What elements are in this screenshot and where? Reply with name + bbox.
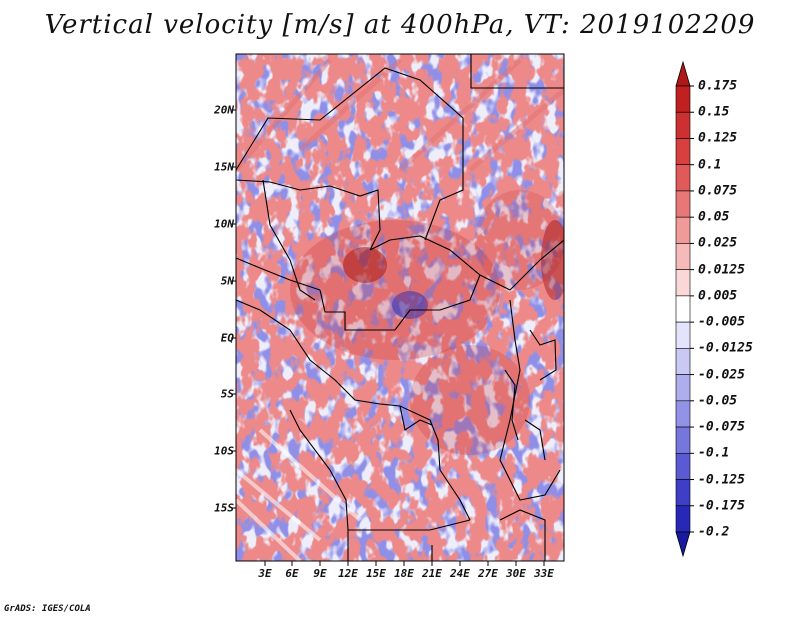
map-frame [235, 53, 565, 562]
map-title: Vertical velocity [m/s] at 400hPa, VT: 2… [44, 10, 756, 40]
colorbar-bin [675, 400, 691, 428]
colorbar-label: 0.025 [698, 235, 738, 251]
colorbar-label: -0.2 [698, 524, 730, 540]
colorbar-bin [675, 452, 691, 480]
lat-label-5n: 5N [220, 274, 234, 288]
lon-label-27e: 27E [478, 567, 498, 580]
velocity-field [236, 54, 564, 561]
colorbar-bin [675, 295, 691, 323]
colorbar-label: 0.15 [698, 104, 730, 120]
colorbar-label: 0.125 [698, 130, 738, 146]
colorbar-label: -0.125 [698, 472, 745, 488]
colorbar-bin [675, 190, 691, 218]
colorbar-label: -0.005 [698, 314, 745, 330]
grads-credit: GrADS: IGES/COLA [4, 604, 91, 614]
lon-label-12e: 12E [338, 567, 358, 580]
colorbar-label: -0.175 [698, 498, 745, 514]
lon-label-33e: 33E [534, 567, 554, 580]
country-borders [236, 54, 564, 561]
colorbar-top-arrow [675, 60, 691, 87]
colorbar-label: -0.1 [698, 445, 730, 461]
colorbar-label: 0.05 [698, 209, 730, 225]
lat-label-10n: 10N [214, 217, 234, 231]
latitude-ticks [231, 109, 236, 509]
lon-label-3e: 3E [258, 567, 272, 580]
lon-label-15e: 15E [366, 567, 386, 580]
colorbar-bin [675, 479, 691, 507]
colorbar-bin [675, 216, 691, 244]
colorbar-bin [675, 111, 691, 139]
colorbar-bin [675, 374, 691, 402]
lon-label-24e: 24E [450, 567, 470, 580]
colorbar-bin [675, 138, 691, 166]
colorbar-bin [675, 164, 691, 192]
lon-label-30e: 30E [506, 567, 526, 580]
colorbar-bin [675, 321, 691, 349]
lat-label-15n: 15N [214, 160, 234, 174]
colorbar-bottom-arrow [675, 531, 691, 558]
lat-label-15s: 15S [214, 501, 234, 515]
lon-label-9e: 9E [313, 567, 327, 580]
colorbar-label: -0.0125 [698, 340, 753, 356]
colorbar-label: -0.025 [698, 367, 745, 383]
colorbar-label: 0.075 [698, 183, 738, 199]
lon-label-6e: 6E [285, 567, 299, 580]
colorbar-label: 0.175 [698, 78, 738, 94]
colorbar-bin [675, 243, 691, 270]
colorbar-bin [675, 505, 691, 533]
lat-label-eq: EQ [220, 331, 234, 345]
colorbar-label: -0.075 [698, 419, 745, 435]
colorbar-bin [675, 85, 691, 113]
colorbar-bin [675, 269, 691, 297]
colorbar-label: 0.1 [698, 157, 722, 173]
longitude-ticks [264, 561, 545, 566]
lon-label-21e: 21E [422, 567, 442, 580]
colorbar-label: 0.0125 [698, 262, 745, 278]
colorbar-bin [675, 426, 691, 454]
lat-label-10s: 10S [214, 444, 234, 458]
colorbar-label: 0.005 [698, 288, 738, 304]
colorbar-label: -0.05 [698, 393, 738, 409]
colorbar-bin [675, 348, 691, 375]
lon-label-18e: 18E [394, 567, 414, 580]
lat-label-20n: 20N [214, 103, 234, 117]
colorbar [675, 60, 694, 558]
lat-label-5s: 5S [220, 387, 234, 401]
